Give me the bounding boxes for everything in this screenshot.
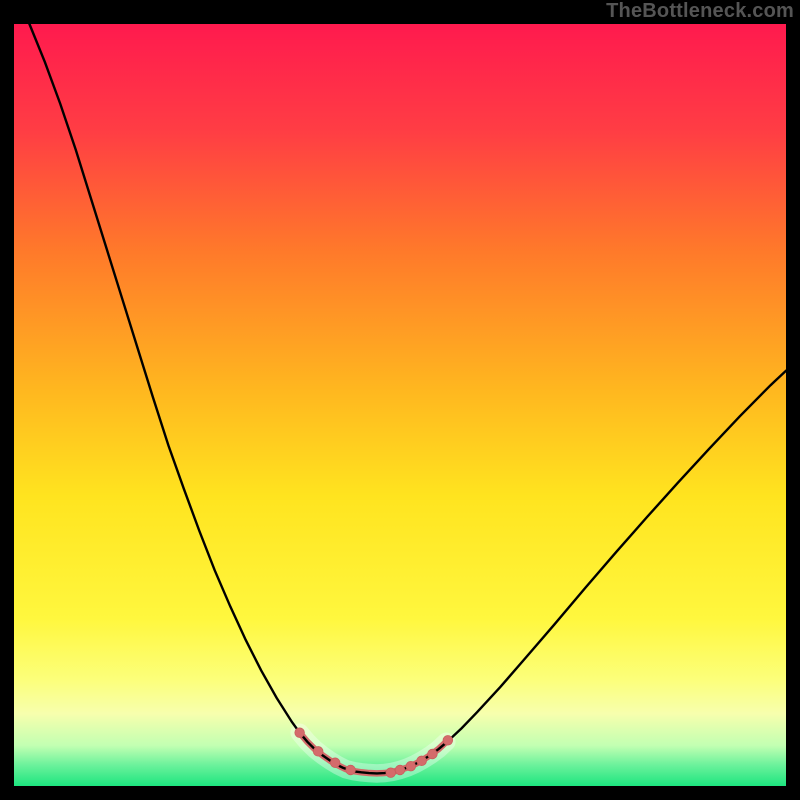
chart-stage: TheBottleneck.com <box>0 0 800 800</box>
accent-marker <box>443 735 453 745</box>
accent-marker <box>295 728 305 738</box>
accent-marker <box>386 768 396 778</box>
plot-background <box>14 24 786 786</box>
accent-marker <box>346 765 356 775</box>
accent-marker <box>406 761 416 771</box>
accent-marker <box>428 749 438 759</box>
accent-marker <box>417 756 427 766</box>
accent-marker <box>330 758 340 768</box>
accent-marker <box>313 747 323 757</box>
bottleneck-chart <box>0 0 800 800</box>
accent-marker <box>395 765 405 775</box>
